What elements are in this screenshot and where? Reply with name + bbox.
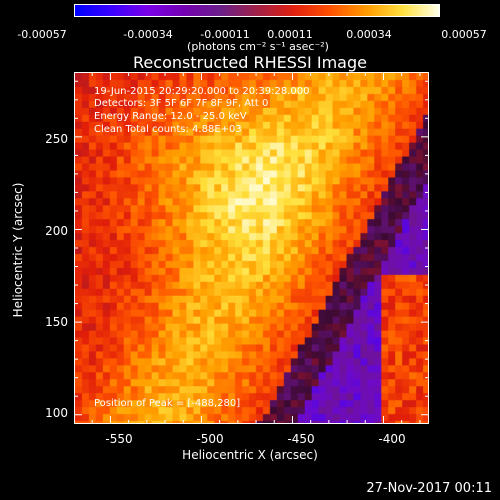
info-detectors: Detectors: 3F 5F 6F 7F 8F 9F, Att 0 [94, 98, 269, 109]
y-tick-label: 150 [45, 315, 68, 329]
colorbar-tick-label: 0.00057 [441, 28, 487, 41]
colorbar-tick-label: 0.00011 [267, 28, 313, 41]
x-tick-label: -400 [378, 432, 406, 446]
plot-area [74, 72, 429, 424]
colorbar-tick-label: -0.00057 [17, 28, 67, 41]
y-tick-label: 250 [45, 132, 68, 146]
footer-date: 27-Nov-2017 00:11 [366, 481, 492, 496]
x-tick-label: -550 [105, 432, 133, 446]
peak-position-label: Position of Peak = [-488,280] [94, 398, 241, 409]
info-energy-range: Energy Range: 12.0 - 25.0 keV [94, 111, 247, 122]
colorbar-tick-label: -0.00034 [123, 28, 173, 41]
colorbar-unit-label: (photons cm⁻² s⁻¹ asec⁻²) [187, 40, 329, 53]
x-tick-label: -500 [196, 432, 224, 446]
info-time-range: 19-Jun-2015 20:29:20.000 to 20:39:28.000 [94, 86, 310, 97]
colorbar-tick-label: 0.00034 [346, 28, 392, 41]
chart-title: Reconstructed RHESSI Image [133, 53, 367, 72]
x-tick-label: -450 [287, 432, 315, 446]
x-axis-label: Heliocentric X (arcsec) [182, 448, 318, 462]
intensity-map [75, 73, 428, 423]
y-tick-label: 100 [45, 406, 68, 420]
colorbar-tick-label: -0.00011 [200, 28, 250, 41]
y-tick-label: 200 [45, 224, 68, 238]
info-total-counts: Clean Total counts: 4.88E+03 [94, 124, 242, 135]
y-axis-label: Heliocentric Y (arcsec) [11, 182, 25, 318]
colorbar [74, 4, 440, 17]
